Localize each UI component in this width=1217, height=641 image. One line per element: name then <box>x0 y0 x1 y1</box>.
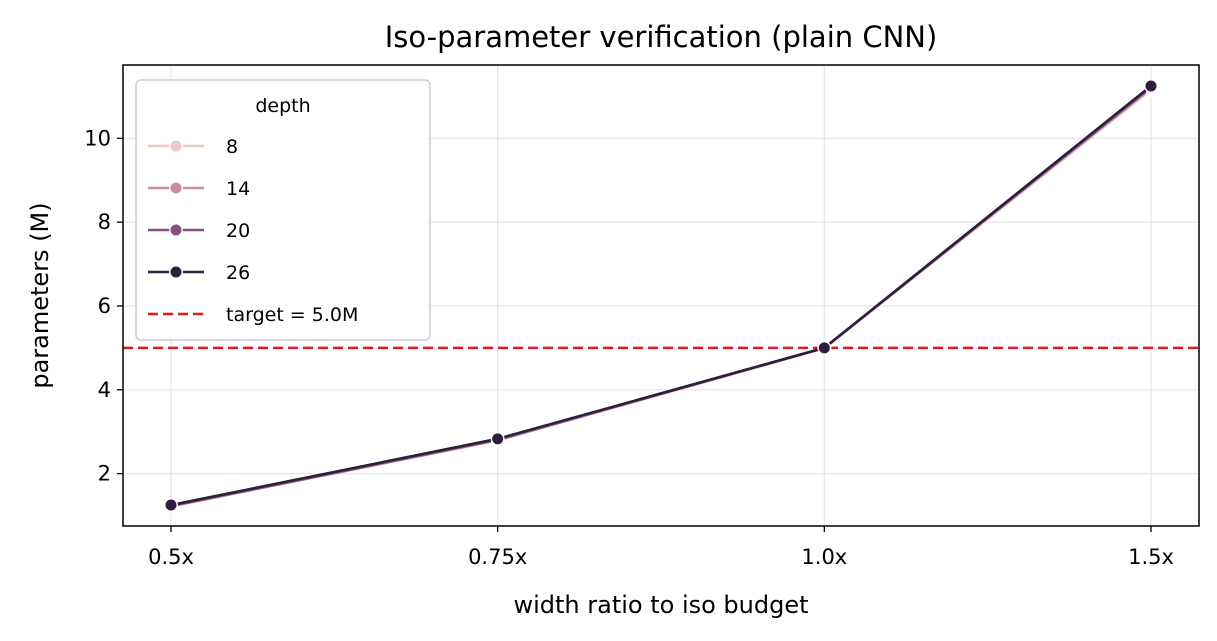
series-line <box>170 84 1152 507</box>
legend-label: 8 <box>226 136 238 158</box>
data-point <box>1144 79 1158 93</box>
legend-label-target: target = 5.0M <box>226 304 358 326</box>
legend-swatch-marker <box>169 139 183 153</box>
legend-swatch-marker <box>169 223 183 237</box>
legend-item-target: target = 5.0M <box>148 304 358 326</box>
legend-title: depth <box>255 95 310 117</box>
legend-item-26: 26 <box>148 262 250 284</box>
axis-ticks: 0.5x 0.75x 1.0x 1.5x 2 4 6 8 10 <box>84 126 1174 569</box>
legend: depth 8 14 20 26 target = 5.0M <box>135 79 431 341</box>
data-point <box>164 498 178 512</box>
chart-title: Iso-parameter verification (plain CNN) <box>385 20 938 54</box>
series-26 <box>164 79 1158 512</box>
data-point <box>817 340 832 355</box>
y-tick-label: 8 <box>98 210 111 234</box>
legend-items: 8 14 20 26 target = 5.0M <box>148 136 358 326</box>
legend-item-14: 14 <box>148 178 250 200</box>
x-axis-label: width ratio to iso budget <box>513 591 808 619</box>
legend-label: 20 <box>226 220 250 242</box>
legend-box <box>135 79 431 341</box>
y-axis-label: parameters (M) <box>26 202 54 388</box>
series-group <box>164 79 1158 514</box>
y-tick-label: 10 <box>84 126 111 150</box>
legend-label: 14 <box>226 178 250 200</box>
data-point <box>490 431 505 446</box>
plot-frame <box>122 64 1200 527</box>
x-tick-label: 0.5x <box>148 545 194 569</box>
x-tick-label: 1.0x <box>801 545 847 569</box>
legend-label: 26 <box>226 262 250 284</box>
legend-item-20: 20 <box>148 220 250 242</box>
y-tick-label: 2 <box>98 462 111 486</box>
legend-item-8: 8 <box>148 136 238 158</box>
y-tick-label: 4 <box>98 378 111 402</box>
x-tick-label: 1.5x <box>1128 545 1174 569</box>
y-tick-label: 6 <box>98 294 111 318</box>
legend-swatch-marker <box>169 265 183 279</box>
legend-swatch-marker <box>169 181 183 195</box>
x-tick-label: 0.75x <box>468 545 527 569</box>
